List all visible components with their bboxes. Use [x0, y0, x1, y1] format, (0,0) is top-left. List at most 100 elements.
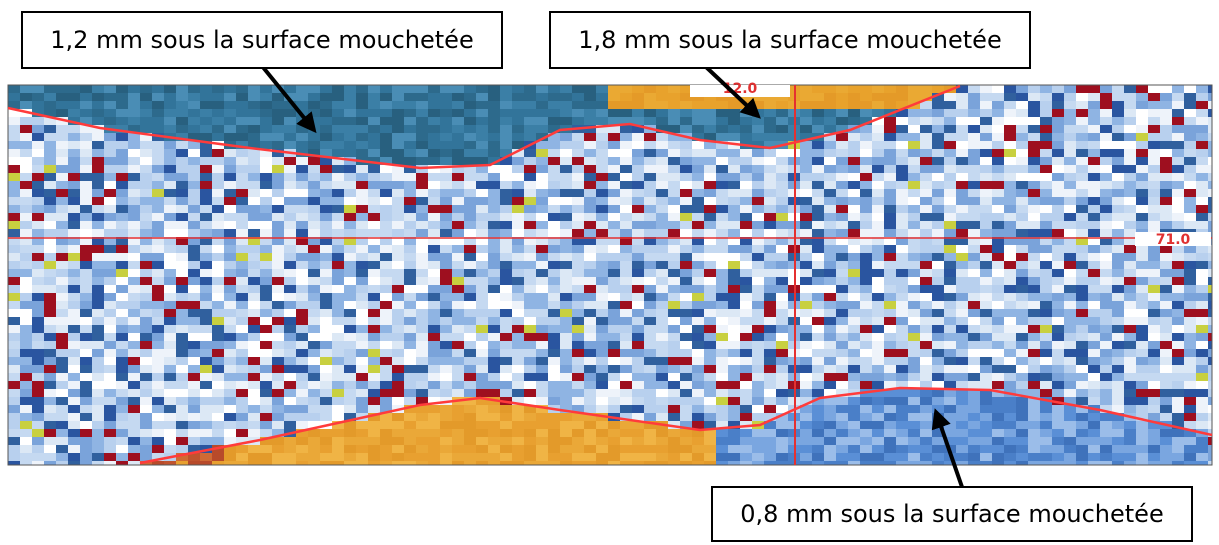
texture-cell — [464, 333, 476, 341]
texture-cell — [200, 461, 212, 465]
texture-cell — [1172, 101, 1184, 109]
texture-cell — [224, 205, 236, 213]
texture-cell — [884, 229, 896, 237]
texture-cell — [608, 357, 620, 365]
texture-cell — [560, 381, 572, 389]
texture-cell — [1196, 101, 1208, 109]
texture-cell — [536, 341, 548, 349]
texture-cell — [500, 309, 512, 317]
texture-cell — [536, 93, 548, 101]
texture-cell — [944, 421, 956, 429]
texture-cell — [860, 325, 872, 333]
texture-cell — [440, 261, 452, 269]
texture-cell — [536, 197, 548, 205]
texture-cell — [620, 413, 632, 421]
texture-cell — [620, 437, 632, 445]
texture-cell — [716, 261, 728, 269]
texture-cell — [152, 93, 164, 101]
texture-cell — [860, 205, 872, 213]
texture-cell — [176, 181, 188, 189]
texture-cell — [260, 213, 272, 221]
texture-cell — [716, 437, 728, 445]
texture-cell — [176, 261, 188, 269]
texture-cell — [668, 213, 680, 221]
texture-cell — [800, 373, 812, 381]
texture-cell — [1040, 365, 1052, 373]
texture-cell — [488, 93, 500, 101]
texture-cell — [344, 333, 356, 341]
texture-cell — [1040, 197, 1052, 205]
texture-cell — [1172, 453, 1184, 461]
texture-cell — [740, 237, 752, 245]
texture-cell — [596, 101, 608, 109]
texture-cell — [680, 293, 692, 301]
texture-cell — [260, 181, 272, 189]
texture-cell — [164, 205, 176, 213]
texture-cell — [992, 461, 1004, 465]
texture-cell — [260, 309, 272, 317]
texture-cell — [1040, 317, 1052, 325]
texture-cell — [260, 381, 272, 389]
texture-cell — [452, 453, 464, 461]
texture-cell — [236, 293, 248, 301]
texture-cell — [764, 357, 776, 365]
texture-cell — [284, 117, 296, 125]
texture-cell — [620, 333, 632, 341]
texture-cell — [752, 141, 764, 149]
texture-cell — [44, 181, 56, 189]
texture-cell — [752, 341, 764, 349]
texture-cell — [524, 445, 536, 453]
texture-cell — [152, 325, 164, 333]
texture-cell — [524, 437, 536, 445]
texture-cell — [1052, 269, 1064, 277]
texture-cell — [1088, 109, 1100, 117]
texture-cell — [848, 253, 860, 261]
texture-cell — [836, 165, 848, 173]
texture-cell — [584, 333, 596, 341]
texture-cell — [56, 349, 68, 357]
texture-cell — [80, 349, 92, 357]
texture-cell — [800, 117, 812, 125]
texture-cell — [356, 237, 368, 245]
texture-cell — [536, 101, 548, 109]
texture-cell — [92, 109, 104, 117]
texture-cell — [980, 309, 992, 317]
texture-cell — [836, 301, 848, 309]
texture-cell — [392, 285, 404, 293]
texture-cell — [776, 261, 788, 269]
texture-cell — [740, 461, 752, 465]
texture-cell — [1184, 165, 1196, 173]
texture-cell — [224, 445, 236, 453]
texture-cell — [428, 333, 440, 341]
texture-cell — [128, 421, 140, 429]
texture-cell — [956, 189, 968, 197]
texture-cell — [860, 293, 872, 301]
texture-cell — [404, 149, 416, 157]
texture-cell — [740, 397, 752, 405]
texture-cell — [1112, 397, 1124, 405]
texture-cell — [1052, 157, 1064, 165]
texture-cell — [32, 181, 44, 189]
texture-cell — [572, 149, 584, 157]
texture-cell — [1040, 269, 1052, 277]
texture-cell — [224, 269, 236, 277]
texture-cell — [272, 141, 284, 149]
texture-cell — [1160, 117, 1172, 125]
texture-cell — [536, 389, 548, 397]
texture-cell — [308, 277, 320, 285]
texture-cell — [464, 461, 476, 465]
texture-cell — [1016, 341, 1028, 349]
texture-cell — [1100, 309, 1112, 317]
texture-cell — [668, 421, 680, 429]
texture-cell — [968, 373, 980, 381]
texture-cell — [176, 445, 188, 453]
texture-cell — [296, 101, 308, 109]
texture-cell — [716, 109, 728, 117]
texture-cell — [536, 421, 548, 429]
texture-cell — [956, 277, 968, 285]
texture-cell — [200, 365, 212, 373]
texture-cell — [656, 109, 668, 117]
texture-cell — [836, 133, 848, 141]
texture-cell — [680, 365, 692, 373]
texture-cell — [380, 197, 392, 205]
